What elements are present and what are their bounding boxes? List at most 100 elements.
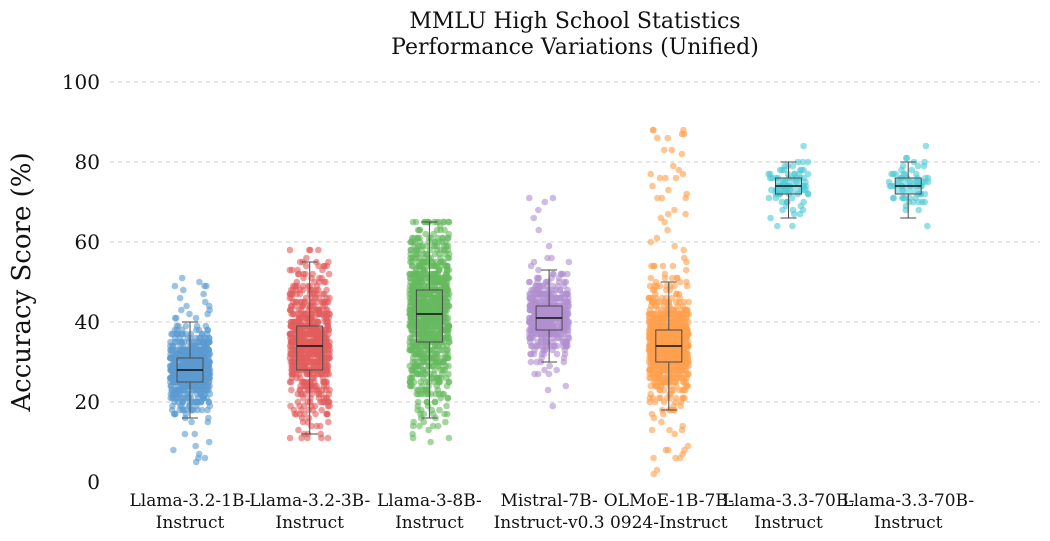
data-point <box>429 422 437 430</box>
x-tick-label-line-2: Instruct-v0.3 <box>494 513 605 533</box>
data-point <box>286 266 294 274</box>
data-point <box>413 254 420 262</box>
data-point <box>680 130 688 138</box>
data-point <box>679 170 687 178</box>
data-point <box>922 142 930 150</box>
data-point <box>299 418 307 426</box>
data-point <box>410 418 417 426</box>
data-point <box>433 350 441 358</box>
data-point <box>201 390 209 398</box>
data-point <box>206 306 213 314</box>
data-point <box>651 298 659 306</box>
data-point <box>325 258 332 266</box>
data-point <box>664 134 672 142</box>
data-point <box>527 350 534 358</box>
data-point <box>677 310 685 318</box>
data-point <box>525 194 533 202</box>
data-point <box>665 186 672 194</box>
data-point <box>526 278 533 286</box>
data-point <box>320 278 328 286</box>
data-point <box>325 418 332 426</box>
data-point <box>428 258 435 266</box>
data-point <box>789 162 797 170</box>
data-point <box>429 362 437 370</box>
data-point <box>669 162 677 170</box>
x-tick-label-line-2: Instruct <box>275 513 344 533</box>
data-point <box>316 422 324 430</box>
data-point <box>322 378 330 386</box>
data-point <box>679 394 686 402</box>
data-point <box>445 274 453 282</box>
data-point <box>295 426 302 434</box>
x-tick-label-line-2: Instruct <box>874 513 943 533</box>
data-point <box>409 290 417 298</box>
data-point <box>169 390 177 398</box>
data-point <box>657 214 665 222</box>
data-point <box>325 270 333 278</box>
data-point <box>650 414 658 422</box>
data-point <box>560 282 568 290</box>
data-point <box>765 170 772 178</box>
boxplots <box>176 161 922 435</box>
data-point <box>672 398 679 406</box>
data-point <box>290 342 298 350</box>
x-tick-label-line-2: Instruct <box>395 513 464 533</box>
data-point <box>293 278 301 286</box>
data-point <box>296 402 303 410</box>
data-point <box>663 314 670 322</box>
data-point <box>440 358 447 366</box>
data-point <box>802 178 809 186</box>
data-point <box>685 298 692 306</box>
data-point <box>561 346 569 354</box>
data-point <box>321 318 329 326</box>
data-point <box>299 286 307 294</box>
data-point <box>768 186 775 194</box>
data-point <box>325 342 333 350</box>
data-point <box>673 382 680 390</box>
data-point <box>313 290 321 298</box>
data-point <box>545 370 553 378</box>
data-point <box>194 406 201 414</box>
data-point <box>443 402 450 410</box>
data-point <box>432 390 440 398</box>
data-point <box>548 254 555 262</box>
data-point <box>544 386 552 394</box>
y-tick-labels: 0 20 40 60 80 100 <box>62 70 100 494</box>
data-point <box>778 166 786 174</box>
chart-title-line-2: Performance Variations (Unified) <box>391 35 759 60</box>
data-point <box>668 146 676 154</box>
data-point <box>412 218 420 226</box>
data-point <box>176 334 184 342</box>
data-point <box>672 174 680 182</box>
data-point <box>543 278 550 286</box>
data-point <box>662 374 670 382</box>
data-point <box>684 442 692 450</box>
data-point <box>438 238 446 246</box>
data-point <box>912 170 920 178</box>
data-point <box>789 222 796 230</box>
data-point <box>192 314 200 322</box>
data-point <box>648 426 656 434</box>
data-point <box>289 362 297 370</box>
data-point <box>546 362 553 370</box>
data-point <box>406 346 414 354</box>
data-point <box>295 270 303 278</box>
data-point <box>915 198 922 206</box>
data-point <box>417 274 424 282</box>
x-tick-label-line-1: Mistral-7B- <box>500 491 597 511</box>
data-point <box>323 334 331 342</box>
data-point <box>685 330 692 338</box>
data-point <box>658 418 665 426</box>
data-point <box>445 434 453 442</box>
data-point <box>289 350 297 358</box>
data-point <box>898 166 905 174</box>
data-point <box>669 318 676 326</box>
data-point <box>649 182 656 190</box>
data-point <box>287 286 295 294</box>
data-point <box>314 390 322 398</box>
data-point <box>536 290 544 298</box>
data-point <box>433 258 440 266</box>
data-point <box>414 402 421 410</box>
data-point <box>443 262 451 270</box>
data-point <box>314 298 321 306</box>
